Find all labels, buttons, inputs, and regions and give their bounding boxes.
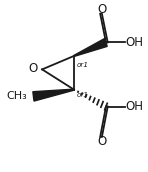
Polygon shape — [74, 39, 107, 56]
Text: O: O — [28, 62, 37, 75]
Text: or1: or1 — [76, 92, 88, 98]
Text: CH₃: CH₃ — [7, 90, 28, 101]
Text: O: O — [97, 135, 106, 148]
Polygon shape — [33, 89, 74, 101]
Text: OH: OH — [125, 100, 143, 113]
Text: O: O — [97, 3, 106, 16]
Text: or1: or1 — [76, 62, 88, 68]
Text: OH: OH — [125, 36, 143, 49]
